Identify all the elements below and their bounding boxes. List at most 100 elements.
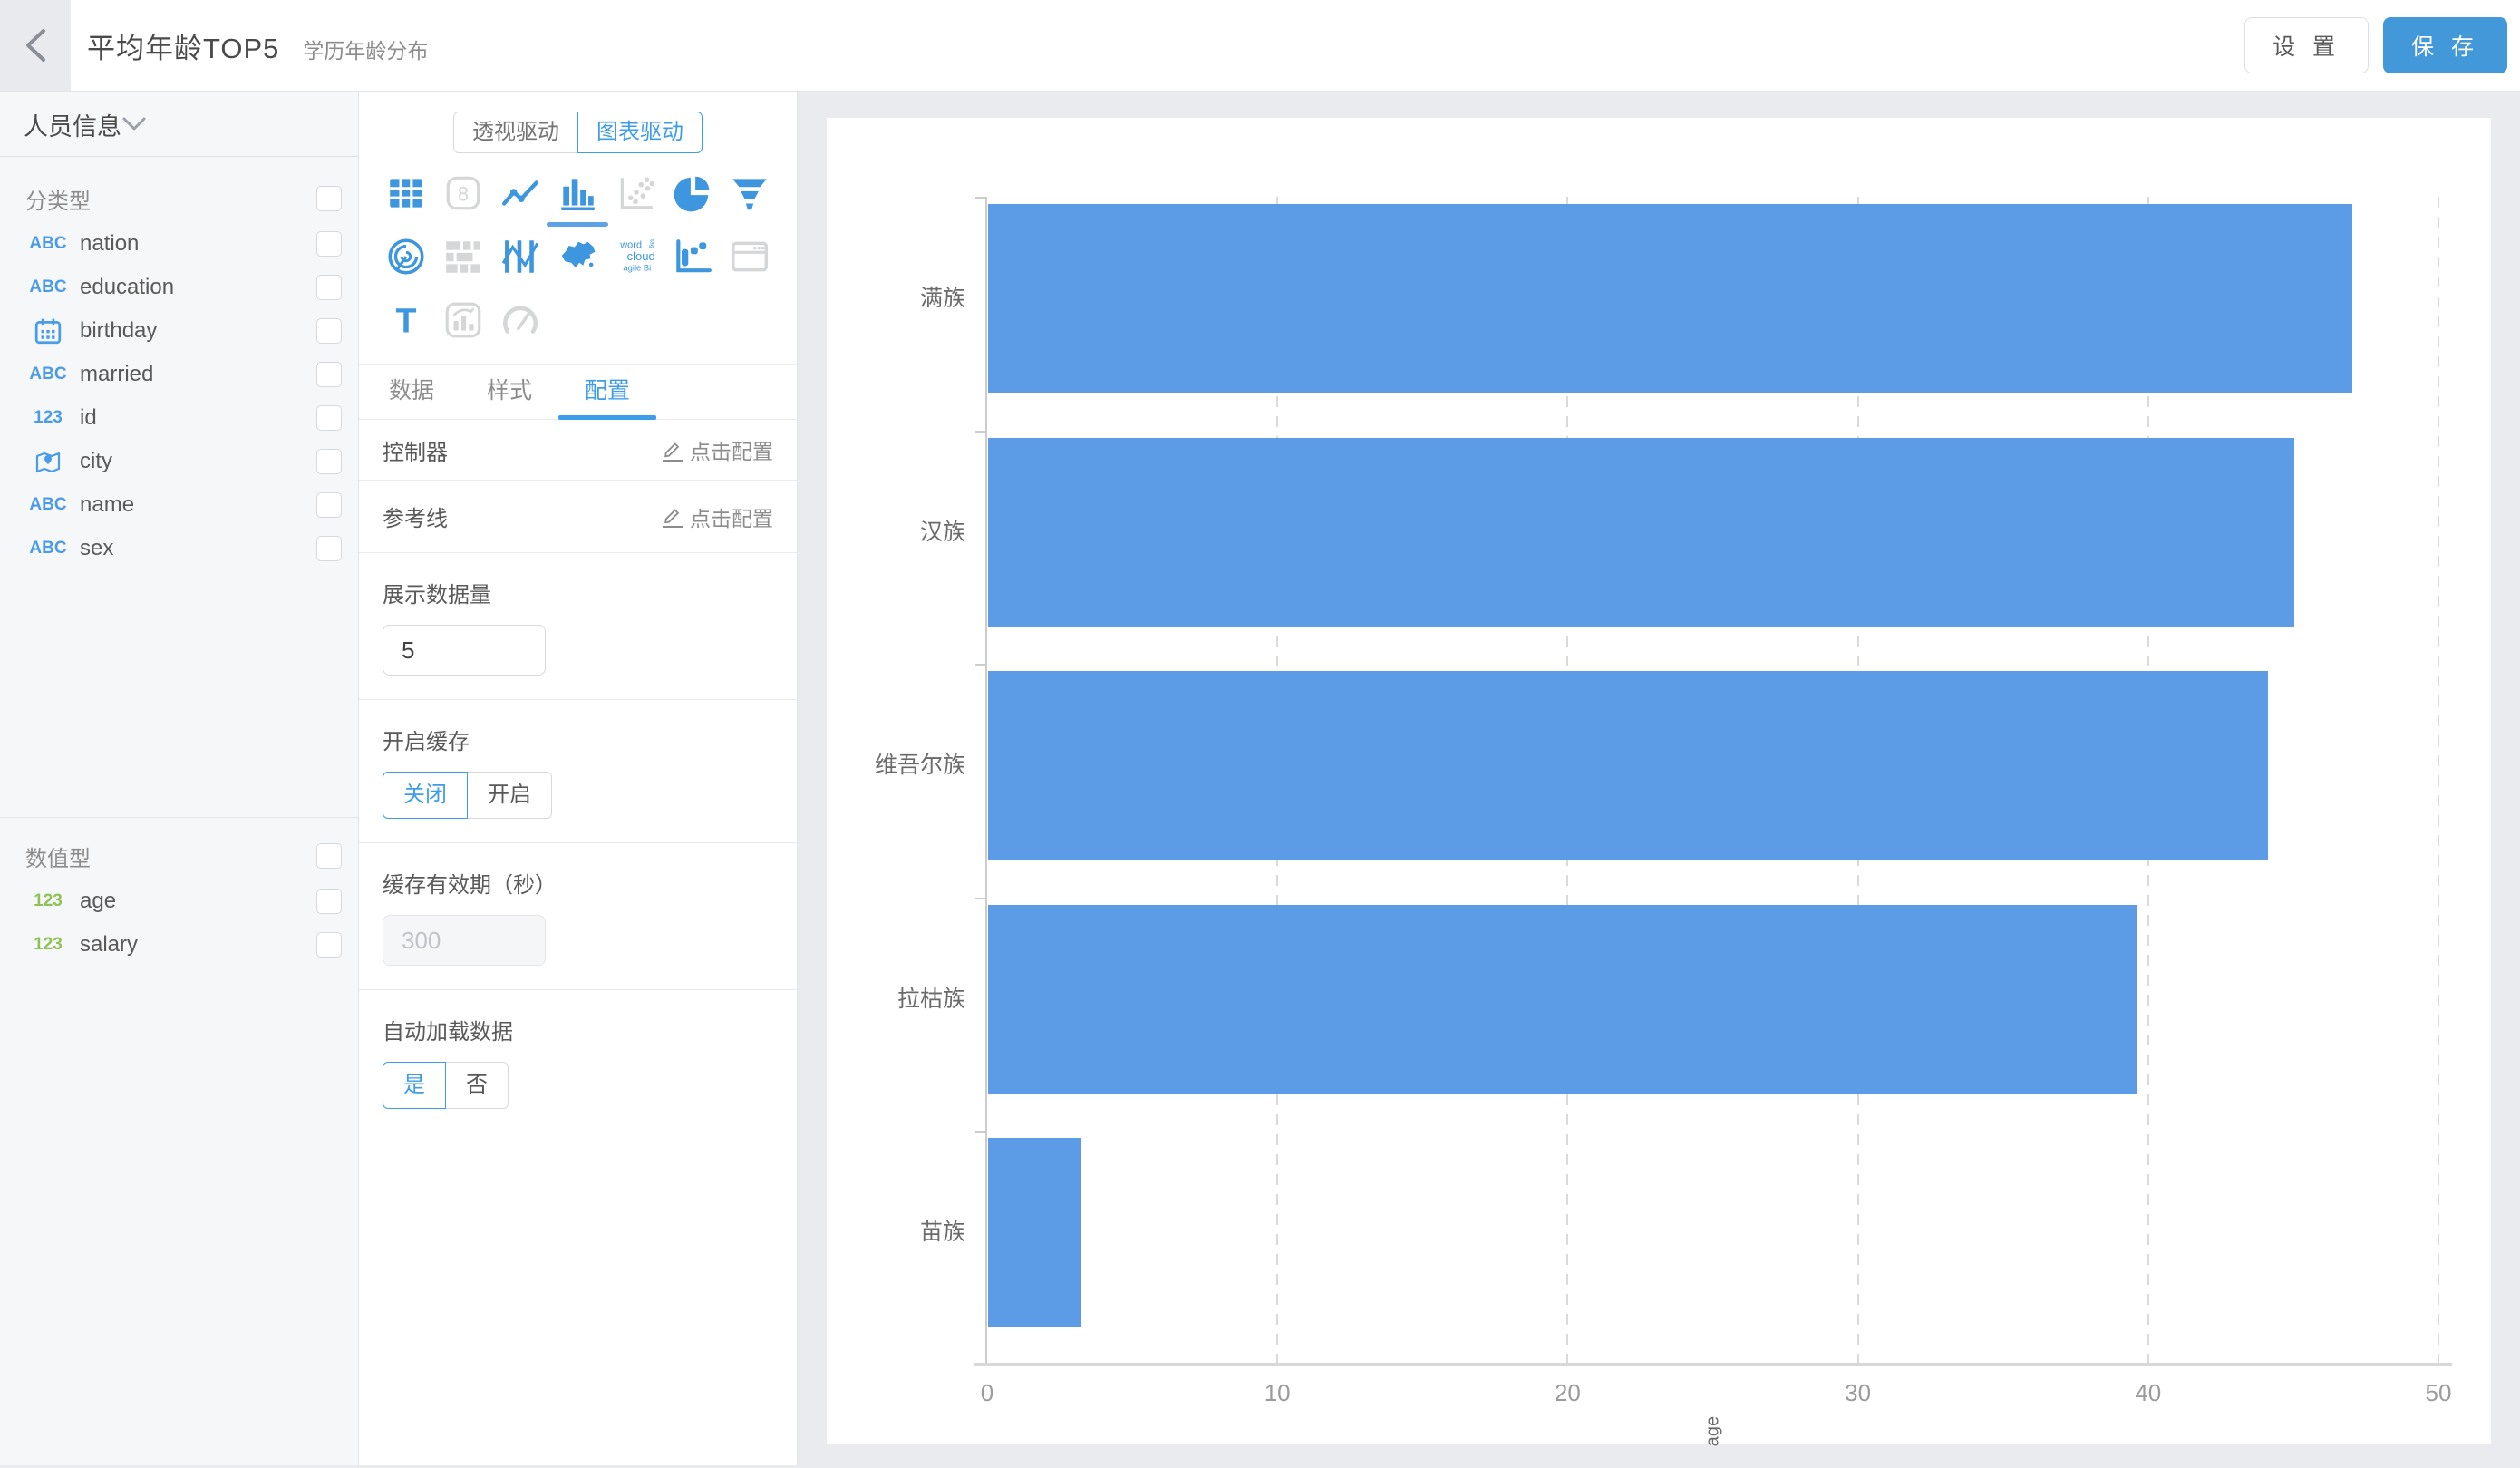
- cache-toggle: 关闭 开启: [383, 772, 773, 819]
- dataset-name: 人员信息: [24, 112, 121, 141]
- cache-off-button[interactable]: 关闭: [383, 772, 468, 819]
- abc-icon: ABC: [29, 495, 67, 514]
- cache-ttl-label: 缓存有效期（秒）: [383, 873, 557, 898]
- y-axis-tick: [975, 1131, 987, 1133]
- controller-configure-link[interactable]: 点击配置: [663, 434, 773, 465]
- mode-chart-drive[interactable]: 图表驱动: [577, 112, 703, 153]
- chart-type-funnel-icon[interactable]: [724, 168, 775, 219]
- 123-green-icon: 123: [34, 891, 63, 910]
- section-numeric: 数值型: [0, 832, 358, 880]
- svg-text:word: word: [619, 240, 642, 251]
- header-actions: 设 置 保 存: [2244, 17, 2520, 73]
- chart-type-text-icon[interactable]: T: [381, 295, 431, 345]
- cache-toggle-block: 开启缓存 关闭 开启: [359, 700, 797, 843]
- field-checkbox[interactable]: [316, 275, 342, 300]
- bar-满族[interactable]: [988, 204, 2352, 393]
- top-header: 平均年龄TOP5 学历年龄分布 设 置 保 存: [0, 0, 2520, 92]
- chart-type-scatter-icon: [610, 168, 661, 219]
- edit-pencil-icon: [663, 439, 683, 462]
- section-categorical-checkbox[interactable]: [316, 186, 342, 211]
- chart-type-pie-chart-icon[interactable]: [667, 168, 718, 219]
- display-count-input[interactable]: [383, 625, 546, 676]
- category-label-苗族: 苗族: [919, 1220, 965, 1246]
- reference-line-row: 参考线 点击配置: [359, 481, 797, 553]
- section-numeric-label: 数值型: [25, 846, 91, 871]
- field-item-age[interactable]: 123 age: [0, 880, 358, 923]
- x-tick-label-30: 30: [1845, 1379, 1872, 1406]
- field-checkbox[interactable]: [316, 449, 342, 474]
- field-checkbox[interactable]: [316, 492, 342, 518]
- chart-canvas: 满族 汉族 维吾尔族 拉枯族 苗族 0 10 20 30 40 50 age: [798, 92, 2520, 1465]
- field-label: sex: [80, 536, 114, 560]
- tab-config[interactable]: 配置: [558, 365, 657, 420]
- chart-type-bar-chart-icon[interactable]: [547, 168, 609, 227]
- bar-拉枯族[interactable]: [988, 904, 2137, 1094]
- chart-type-step-chart-icon[interactable]: [667, 231, 718, 282]
- back-button[interactable]: [0, 0, 71, 91]
- field-checkbox[interactable]: [316, 405, 342, 431]
- reference-line-configure-link[interactable]: 点击配置: [663, 501, 773, 532]
- field-item-city[interactable]: city: [0, 440, 358, 483]
- field-item-education[interactable]: ABC education: [0, 266, 358, 309]
- bar-chart-plot: 满族 汉族 维吾尔族 拉枯族 苗族 0 10 20 30 40 50 age: [827, 118, 2491, 1446]
- field-checkbox[interactable]: [316, 536, 342, 561]
- category-label-维吾尔族: 维吾尔族: [874, 753, 965, 779]
- bar-苗族[interactable]: [988, 1138, 1081, 1327]
- auto-load-toggle: 是 否: [383, 1062, 773, 1109]
- tab-data[interactable]: 数据: [389, 378, 435, 403]
- y-axis-tick: [975, 197, 987, 199]
- tab-style[interactable]: 样式: [487, 378, 533, 403]
- field-item-sex[interactable]: ABC sex: [0, 527, 358, 570]
- save-button[interactable]: 保 存: [2383, 17, 2507, 73]
- field-checkbox[interactable]: [316, 362, 342, 387]
- y-axis-tick: [975, 897, 987, 899]
- bar-汉族[interactable]: [988, 437, 2294, 627]
- controller-row: 控制器 点击配置: [359, 420, 797, 481]
- chart-type-table-icon[interactable]: [381, 168, 431, 219]
- settings-button[interactable]: 设 置: [2244, 17, 2370, 73]
- mode-pivot-drive[interactable]: 透视驱动: [453, 112, 578, 153]
- chart-type-parallel-icon[interactable]: [495, 231, 546, 282]
- cache-on-button[interactable]: 开启: [467, 772, 552, 819]
- bar-维吾尔族[interactable]: [988, 671, 2269, 860]
- dataset-selector[interactable]: 人员信息: [0, 92, 358, 157]
- chart-type-radar-icon[interactable]: [381, 231, 431, 282]
- field-label: married: [80, 362, 154, 386]
- edit-pencil-icon: [663, 505, 683, 528]
- abc-icon: ABC: [29, 277, 67, 297]
- y-axis-tick: [975, 664, 987, 666]
- auto-load-no-button[interactable]: 否: [445, 1062, 509, 1109]
- field-label: age: [80, 889, 117, 913]
- field-label: salary: [80, 932, 139, 957]
- field-checkbox[interactable]: [316, 889, 342, 914]
- x-tick-label-0: 0: [980, 1379, 994, 1406]
- x-tick-label-10: 10: [1264, 1379, 1291, 1406]
- chevron-down-icon: [121, 116, 147, 132]
- chart-type-word-cloud-icon[interactable]: word tag cloud agile Bi: [610, 231, 661, 282]
- field-item-id[interactable]: 123 id: [0, 396, 358, 440]
- field-item-name[interactable]: ABC name: [0, 483, 358, 527]
- field-checkbox[interactable]: [316, 932, 342, 958]
- categorical-field-list: ABC nation ABC education birthday ABC married 1…: [0, 222, 358, 570]
- chart-type-line-chart-icon[interactable]: [495, 168, 546, 219]
- field-label: name: [80, 492, 135, 517]
- 123-green-icon: 123: [34, 935, 63, 954]
- page-subtitle: 学历年龄分布: [303, 38, 429, 63]
- field-item-salary[interactable]: 123 salary: [0, 923, 358, 967]
- abc-icon: ABC: [29, 234, 67, 253]
- section-numeric-checkbox[interactable]: [316, 843, 342, 869]
- field-item-birthday[interactable]: birthday: [0, 309, 358, 353]
- field-checkbox[interactable]: [316, 318, 342, 344]
- x-tick-label-40: 40: [2135, 1379, 2162, 1406]
- field-item-nation[interactable]: ABC nation: [0, 222, 358, 266]
- field-checkbox[interactable]: [316, 231, 342, 257]
- dataset-sidebar: 人员信息 分类型 ABC nation ABC education birthday AB…: [0, 92, 359, 1465]
- controller-configure-text: 点击配置: [690, 440, 773, 463]
- numeric-field-list: 123 age 123 salary: [0, 880, 358, 967]
- chart-type-china-map-icon[interactable]: [552, 231, 603, 282]
- chart-type-combo-chart-icon: [438, 295, 489, 345]
- auto-load-yes-button[interactable]: 是: [383, 1062, 446, 1109]
- 123-blue-icon: 123: [34, 408, 63, 427]
- y-axis-line: [985, 197, 987, 1365]
- field-item-married[interactable]: ABC married: [0, 353, 358, 396]
